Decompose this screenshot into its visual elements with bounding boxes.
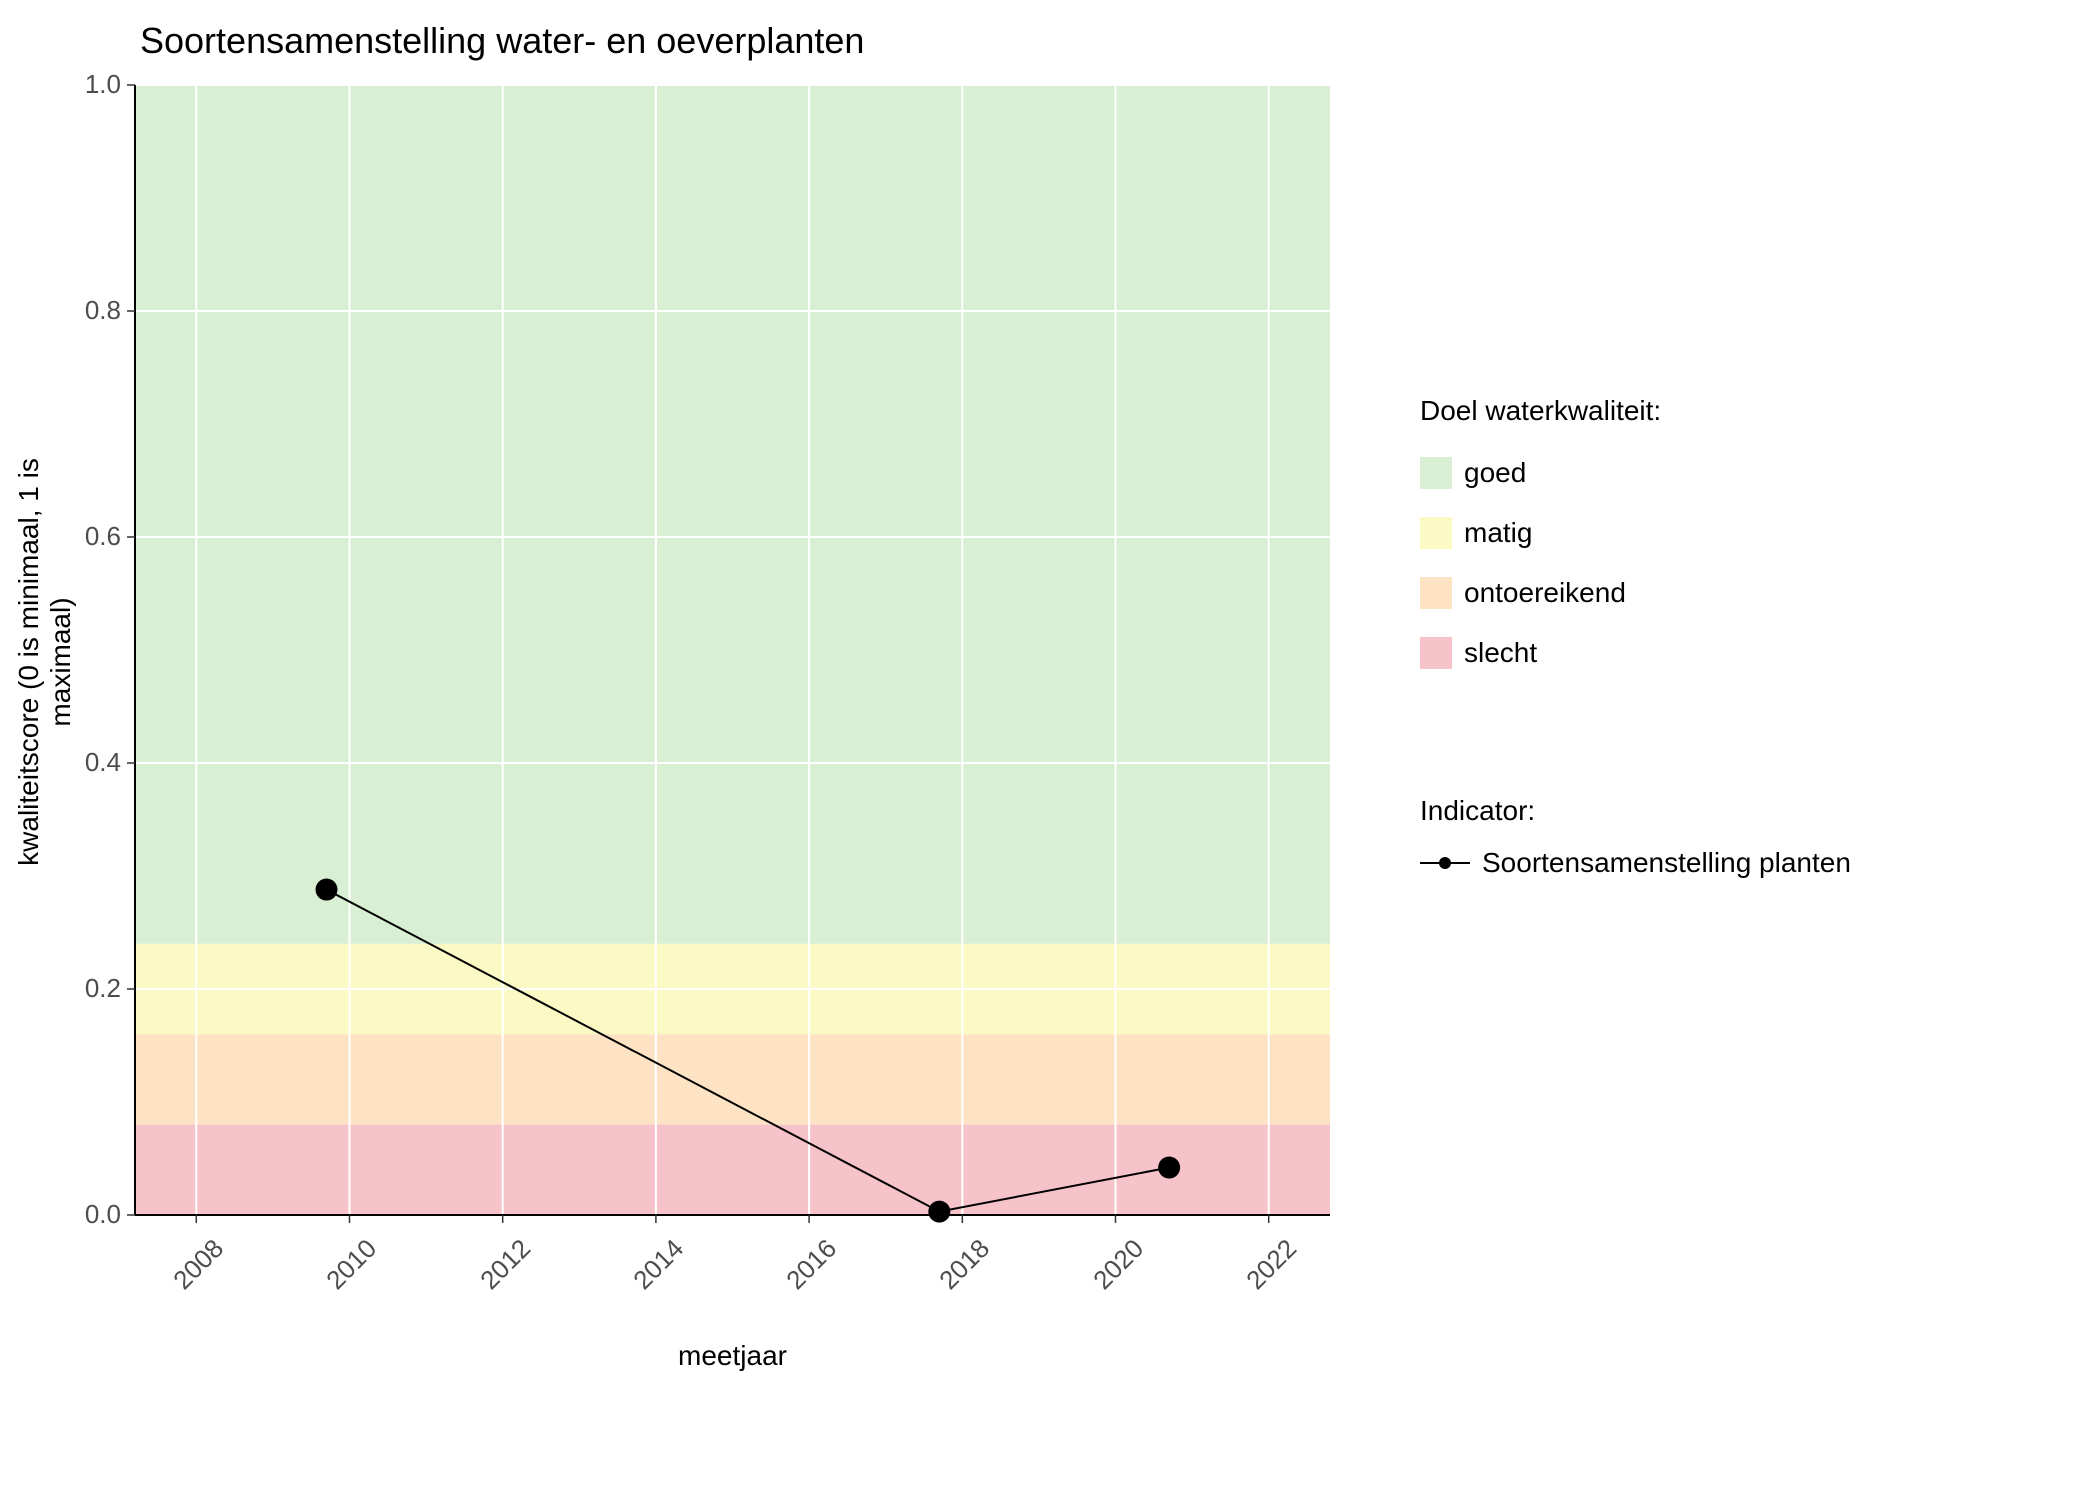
legend-indicator-item: Soortensamenstelling planten [1420,847,1851,879]
y-tick-label: 0.2 [85,973,121,1004]
legend-line-swatch [1420,847,1470,879]
legend-label: ontoereikend [1464,577,1626,609]
legend-swatch [1420,637,1452,669]
legend-item-slecht: slecht [1420,627,1661,679]
legend-swatch [1420,457,1452,489]
legend-swatch [1420,577,1452,609]
x-tick-label: 2008 [152,1233,230,1311]
data-point [316,879,338,901]
legend-label: goed [1464,457,1526,489]
y-tick-label: 0.8 [85,295,121,326]
x-axis-label: meetjaar [135,1340,1330,1372]
chart-title: Soortensamenstelling water- en oeverplan… [140,20,864,62]
legend-item-ontoereikend: ontoereikend [1420,567,1661,619]
legend-indicator: Indicator: Soortensamenstelling planten [1420,795,1851,879]
legend-bands-title: Doel waterkwaliteit: [1420,395,1661,427]
legend-item-goed: goed [1420,447,1661,499]
plot-area [135,85,1330,1215]
chart-container: Soortensamenstelling water- en oeverplan… [0,0,2100,1500]
x-tick-label: 2014 [611,1233,689,1311]
x-tick-label: 2012 [458,1233,536,1311]
x-tick-label: 2022 [1224,1233,1302,1311]
legend-label: matig [1464,517,1532,549]
y-tick-label: 0.4 [85,747,121,778]
legend-indicator-title: Indicator: [1420,795,1851,827]
y-axis-label: kwaliteitscore (0 is minimaal, 1 is maxi… [13,402,77,922]
x-tick-label: 2018 [918,1233,996,1311]
x-tick-label: 2016 [765,1233,843,1311]
x-tick-label: 2010 [305,1233,383,1311]
band-ontoereikend [135,1034,1330,1124]
band-goed [135,85,1330,944]
x-tick-label: 2020 [1071,1233,1149,1311]
legend-bands: Doel waterkwaliteit: goed matig ontoereike… [1420,395,1661,687]
y-tick-label: 1.0 [85,69,121,100]
legend-swatch [1420,517,1452,549]
band-slecht [135,1125,1330,1215]
legend-label: slecht [1464,637,1537,669]
data-point [1158,1157,1180,1179]
legend-item-matig: matig [1420,507,1661,559]
y-tick-label: 0.0 [85,1199,121,1230]
legend-indicator-label: Soortensamenstelling planten [1482,847,1851,879]
y-tick-label: 0.6 [85,521,121,552]
data-point [928,1201,950,1223]
